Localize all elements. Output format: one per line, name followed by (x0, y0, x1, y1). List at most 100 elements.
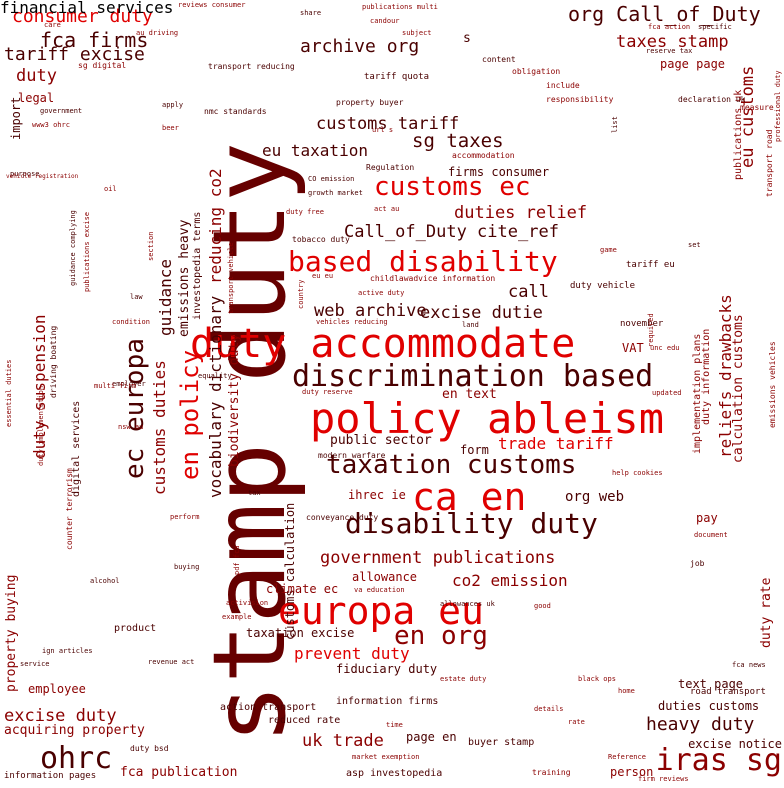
word: employee (28, 682, 86, 696)
word: land (462, 321, 479, 329)
word: en org (394, 621, 488, 651)
word: legal (18, 91, 55, 105)
word: conveyance duty (306, 513, 379, 522)
word: guidance complying (69, 210, 77, 286)
word: ca en (412, 475, 527, 519)
word: november (620, 319, 664, 329)
word: modern warfare (318, 451, 386, 460)
word: vocabulary dictionary (206, 295, 225, 498)
word: buyer stamp (468, 737, 535, 748)
word: publications multi (362, 3, 438, 11)
word: apply (162, 101, 184, 109)
word: subject (402, 29, 432, 37)
word: nmc standards (204, 107, 267, 116)
word: tariff quota (364, 72, 430, 82)
word: help cookies (612, 469, 663, 477)
word: growth market (308, 189, 363, 197)
word: government (40, 107, 83, 115)
word: person (610, 765, 654, 779)
word: duty implementation (37, 385, 45, 466)
word: responsibility (546, 95, 614, 104)
word: set (688, 241, 701, 249)
word: nsw au (118, 423, 144, 431)
word: tariff eu (626, 260, 675, 270)
word: page en (406, 730, 457, 744)
word: duty free (286, 208, 324, 216)
word: guidance (156, 258, 175, 336)
word: firm reviews (638, 775, 689, 783)
word: accommodation (452, 151, 515, 160)
word: based disability (288, 245, 558, 278)
word: financial services (0, 0, 174, 17)
word: duty vehicle (570, 281, 636, 291)
word: list (611, 116, 619, 133)
word: estate duty (440, 675, 487, 683)
word: counter terrorism (65, 468, 74, 550)
word: au driving (136, 29, 179, 37)
word: tobacco duty (292, 235, 350, 244)
word: beer (162, 124, 179, 132)
word: rate (568, 718, 585, 726)
word: reviews consumer (178, 1, 246, 9)
word: asp investopedia (346, 768, 443, 779)
word: web archive (314, 301, 427, 321)
word: disability duty (345, 507, 598, 540)
word: good (534, 602, 551, 610)
word: duties customs (658, 699, 760, 713)
word: required (647, 313, 655, 347)
word: heavy duty (646, 714, 755, 735)
word: text page (678, 677, 744, 691)
word: declaration uk (678, 95, 746, 104)
word: customs tariff (316, 114, 460, 134)
word: duties relief (454, 203, 588, 223)
word: law (130, 293, 143, 301)
word: ohrc (40, 741, 113, 776)
word: multi firm (94, 382, 137, 390)
word: policy ableism (310, 394, 665, 443)
word: reserve tax (646, 47, 693, 55)
word: org web (565, 489, 625, 505)
word: investopedia terms (192, 211, 203, 320)
word: time (386, 721, 403, 729)
word: buying (174, 563, 200, 571)
word: training (532, 768, 571, 777)
word: duty (16, 66, 57, 86)
word: job (690, 559, 705, 568)
word: reducing co2 (206, 168, 225, 284)
word: include (546, 81, 580, 90)
word: discrimination based (292, 359, 654, 394)
word: climate ec (266, 582, 339, 596)
word: CO emission (308, 175, 355, 183)
word: fca publication (120, 765, 238, 780)
word: vehicle registration (6, 173, 79, 180)
word: Reference (608, 753, 646, 761)
word: Regulation (366, 163, 415, 172)
word: emissions vehicles (768, 341, 777, 428)
word: form (460, 443, 489, 457)
word: transport road (765, 129, 774, 197)
word: transport vehicle (227, 242, 235, 314)
word: fca firms (40, 28, 149, 52)
word: transport reducing (208, 62, 295, 71)
word: taxes stamp (616, 32, 729, 52)
word: obligation (512, 67, 561, 76)
word: content (482, 55, 516, 64)
word: document (694, 531, 728, 539)
word: condition (112, 318, 150, 326)
word: details (534, 705, 564, 713)
word: childlawadvice information (370, 274, 496, 283)
word: oil (104, 185, 117, 193)
word: eu eu (312, 272, 334, 280)
word: duty reserve (302, 388, 353, 396)
word: professional duty (774, 70, 782, 142)
word: employer (112, 380, 146, 388)
word: activision (226, 599, 269, 607)
word: share (300, 9, 322, 17)
word: uk trade (302, 731, 384, 751)
word: taxation excise (246, 626, 355, 640)
word: allowance (352, 570, 418, 584)
word: pdf fca (233, 545, 241, 575)
word: sg taxes (412, 130, 504, 152)
word: iras sg (655, 743, 782, 778)
